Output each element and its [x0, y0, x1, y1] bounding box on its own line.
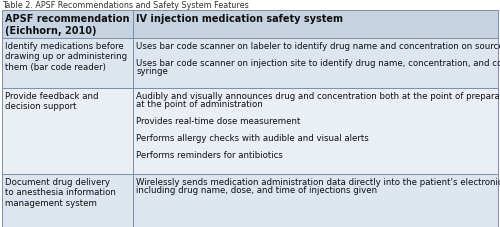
Bar — [2, 89, 134, 174]
Text: Table 2. APSF Recommendations and Safety System Features: Table 2. APSF Recommendations and Safety… — [2, 1, 249, 10]
Text: Audibly and visually announces drug and concentration both at the point of prepa: Audibly and visually announces drug and … — [136, 92, 500, 101]
Text: at the point of administration: at the point of administration — [136, 100, 263, 109]
Text: Identify medications before
drawing up or administering
them (bar code reader): Identify medications before drawing up o… — [5, 42, 127, 72]
Text: Performs reminders for antibiotics: Performs reminders for antibiotics — [136, 150, 284, 159]
Bar — [2, 39, 134, 89]
Bar — [134, 39, 498, 89]
Text: Wirelessly sends medication administration data directly into the patient's elec: Wirelessly sends medication administrati… — [136, 177, 500, 186]
Text: syringe: syringe — [136, 67, 168, 76]
Text: APSF recommendation
(Eichhorn, 2010): APSF recommendation (Eichhorn, 2010) — [5, 14, 130, 35]
Text: IV injection medication safety system: IV injection medication safety system — [136, 14, 344, 24]
Text: Provides real-time dose measurement: Provides real-time dose measurement — [136, 117, 301, 126]
Text: Uses bar code scanner on labeler to identify drug name and concentration on sour: Uses bar code scanner on labeler to iden… — [136, 42, 500, 51]
Text: Document drug delivery
to anesthesia information
management system: Document drug delivery to anesthesia inf… — [5, 177, 116, 207]
Bar — [134, 174, 498, 227]
Text: including drug name, dose, and time of injections given: including drug name, dose, and time of i… — [136, 185, 378, 195]
Bar — [2, 11, 134, 39]
Bar — [134, 89, 498, 174]
Bar — [2, 174, 134, 227]
Text: Performs allergy checks with audible and visual alerts: Performs allergy checks with audible and… — [136, 133, 369, 142]
Bar — [134, 11, 498, 39]
Text: Uses bar code scanner on injection site to identify drug name, concentration, an: Uses bar code scanner on injection site … — [136, 59, 500, 67]
Text: Provide feedback and
decision support: Provide feedback and decision support — [5, 92, 98, 111]
